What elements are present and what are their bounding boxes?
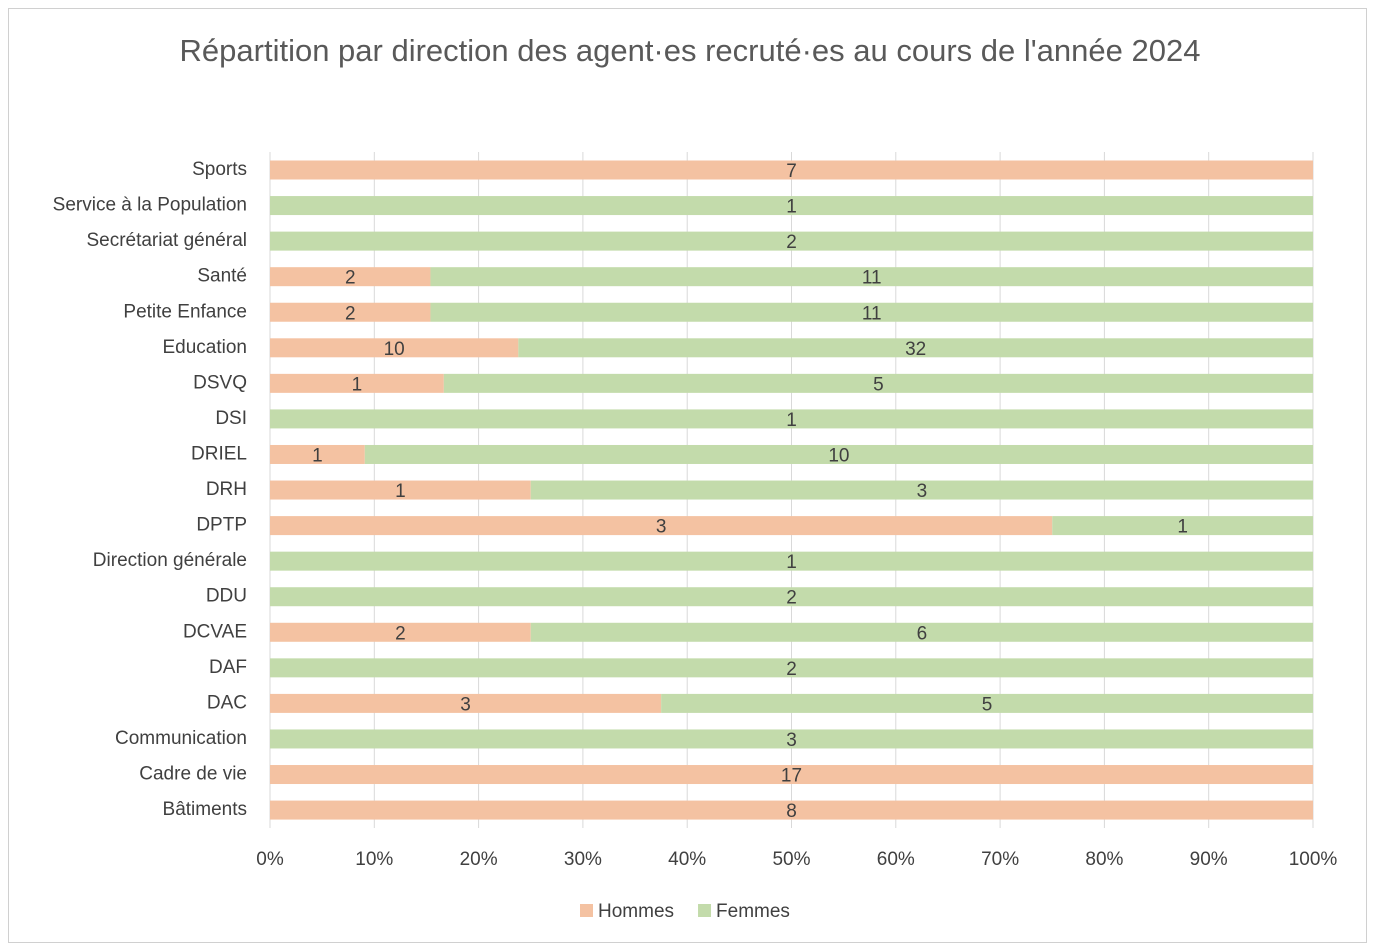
bar-segment: [270, 480, 531, 500]
data-label: 1: [786, 410, 797, 431]
data-label: 7: [786, 161, 797, 182]
bar-segment: [270, 409, 1313, 429]
bar-segment: [270, 231, 1313, 251]
y-tick-label: DPTP: [196, 515, 247, 536]
data-label: 11: [862, 303, 882, 324]
x-tick-label: 10%: [355, 849, 393, 870]
data-label: 5: [982, 694, 993, 715]
legend-label: Femmes: [716, 901, 790, 922]
x-tick-label: 70%: [981, 849, 1019, 870]
bar-segment: [270, 551, 1313, 571]
y-tick-label: DAF: [209, 657, 247, 678]
bar-segment: [270, 160, 1313, 180]
bar-segment: [270, 587, 1313, 607]
y-tick-label: Cadre de vie: [139, 764, 247, 785]
x-tick-label: 90%: [1190, 849, 1228, 870]
data-label: 3: [786, 730, 797, 751]
y-tick-label: Secrétariat général: [86, 230, 247, 251]
data-label: 3: [656, 517, 667, 538]
bar-segment: [270, 800, 1313, 820]
chart-title: Répartition par direction des agent·es r…: [179, 33, 1201, 68]
x-tick-label: 60%: [877, 849, 915, 870]
data-label: 1: [1177, 517, 1188, 538]
bar-segment: [430, 302, 1313, 322]
bar-segment: [270, 765, 1313, 785]
x-tick-label: 0%: [256, 849, 284, 870]
x-tick-label: 30%: [564, 849, 602, 870]
bar-segment: [270, 444, 365, 464]
bar-segment: [1052, 516, 1313, 536]
y-tick-label: Service à la Population: [53, 195, 247, 216]
bar-segment: [430, 267, 1313, 287]
y-tick-label: DDU: [206, 586, 247, 607]
data-label: 8: [786, 801, 797, 822]
legend-swatch: [580, 904, 593, 917]
data-label: 10: [384, 339, 405, 360]
bar-segment: [270, 267, 431, 287]
data-label: 2: [786, 588, 797, 609]
x-tick-label: 80%: [1085, 849, 1123, 870]
data-label: 5: [873, 374, 884, 395]
bar-segment: [518, 338, 1313, 358]
data-label: 2: [345, 268, 356, 289]
bar-segment: [270, 338, 519, 358]
data-label: 2: [786, 232, 797, 253]
data-label: 11: [862, 268, 882, 289]
legend-label: Hommes: [598, 901, 674, 922]
data-label: 3: [917, 481, 928, 502]
data-label: 2: [786, 659, 797, 680]
bar-segment: [270, 622, 531, 642]
y-tick-label: Direction générale: [93, 550, 247, 571]
bar-segment: [443, 373, 1313, 393]
bar-segment: [270, 302, 431, 322]
bar-segment: [270, 729, 1313, 749]
y-tick-label: Santé: [197, 266, 247, 287]
bar-segment: [270, 196, 1313, 216]
y-tick-label: DRIEL: [191, 443, 247, 464]
data-label: 1: [786, 197, 797, 218]
data-label: 17: [781, 766, 802, 787]
x-tick-label: 100%: [1289, 849, 1338, 870]
bar-segment: [270, 516, 1053, 536]
data-label: 1: [312, 445, 323, 466]
x-tick-label: 50%: [772, 849, 810, 870]
data-label: 3: [460, 694, 471, 715]
y-tick-label: Sports: [192, 159, 247, 180]
bar-segment: [530, 622, 1313, 642]
y-tick-label: Petite Enfance: [123, 301, 247, 322]
bar-segment: [661, 693, 1313, 713]
data-label: 1: [352, 374, 363, 395]
bar-segment: [364, 444, 1313, 464]
x-tick-label: 40%: [668, 849, 706, 870]
legend-swatch: [698, 904, 712, 917]
data-label: 2: [345, 303, 356, 324]
y-tick-label: DSVQ: [193, 372, 247, 393]
x-tick-label: 20%: [460, 849, 498, 870]
data-label: 2: [395, 623, 406, 644]
y-tick-label: DCVAE: [183, 621, 247, 642]
data-label: 32: [905, 339, 926, 360]
y-tick-label: Communication: [115, 728, 247, 749]
data-label: 1: [786, 552, 797, 573]
data-label: 10: [828, 445, 849, 466]
bar-segment: [270, 658, 1313, 678]
data-label: 6: [917, 623, 928, 644]
bar-segment: [270, 693, 662, 713]
bar-segment: [270, 373, 444, 393]
data-label: 1: [395, 481, 406, 502]
y-tick-label: DSI: [215, 408, 247, 429]
bar-segment: [530, 480, 1313, 500]
y-tick-label: DRH: [206, 479, 247, 500]
y-tick-label: Bâtiments: [163, 799, 247, 820]
y-tick-label: Education: [162, 337, 247, 358]
y-tick-label: DAC: [207, 692, 247, 713]
